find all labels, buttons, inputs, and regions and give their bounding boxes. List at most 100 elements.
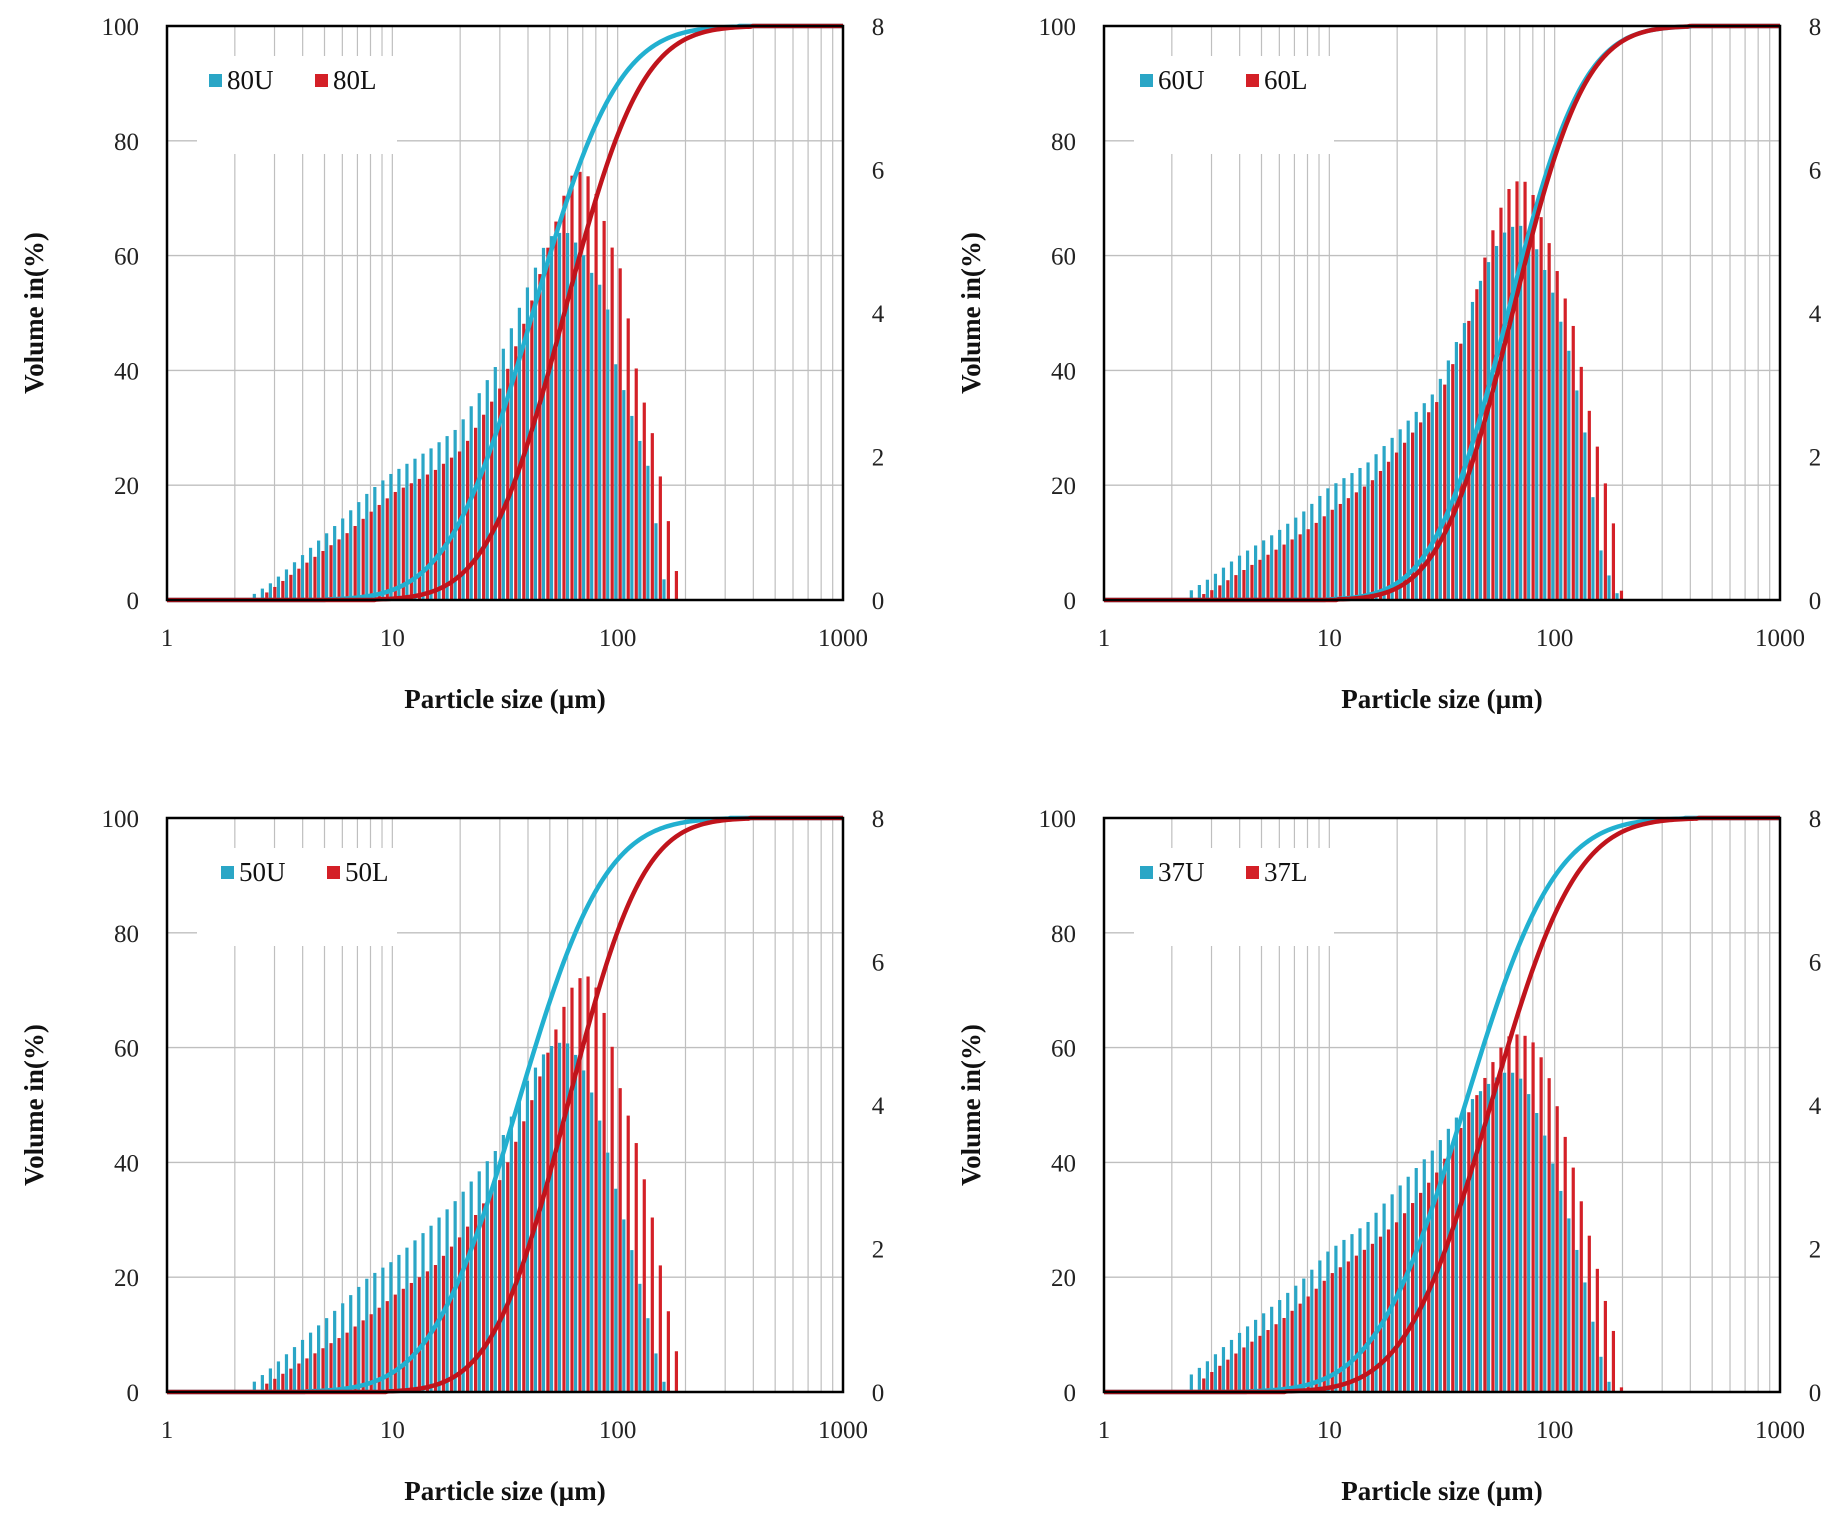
y-right-tick-label: 4	[1809, 301, 1822, 328]
bar-80L	[281, 580, 285, 600]
bar-80U	[606, 309, 610, 600]
bar-50L	[554, 1029, 558, 1392]
bar-60U	[1189, 590, 1193, 600]
bar-60L	[1499, 207, 1503, 601]
x-tick-label: 100	[1536, 1417, 1574, 1444]
bar-60U	[1615, 593, 1619, 600]
bar-50L	[305, 1358, 309, 1392]
bar-80U	[349, 510, 353, 600]
bar-80U	[453, 429, 457, 600]
bar-37U	[1599, 1356, 1603, 1392]
bar-80L	[618, 268, 622, 600]
bar-50L	[626, 1115, 630, 1392]
bar-60L	[1419, 422, 1423, 600]
bar-37U	[1326, 1251, 1330, 1392]
bar-37L	[1571, 1167, 1575, 1392]
bar-80U	[598, 284, 602, 600]
bar-60L	[1459, 343, 1463, 600]
bar-60U	[1543, 270, 1547, 600]
bar-50U	[260, 1375, 264, 1392]
bar-50U	[557, 1042, 562, 1392]
bar-80L	[506, 368, 510, 600]
bar-60L	[1451, 364, 1455, 600]
bar-60U	[1414, 411, 1418, 600]
bar-80L	[409, 483, 413, 600]
bar-37L	[1266, 1330, 1270, 1392]
bar-37L	[1242, 1347, 1246, 1392]
bar-37U	[1422, 1159, 1426, 1392]
bar-80U	[477, 393, 481, 600]
bar-50U	[525, 1080, 530, 1392]
bar-80L	[289, 574, 293, 600]
bar-50L	[265, 1383, 269, 1392]
bar-60L	[1378, 470, 1383, 600]
bar-50L	[674, 1351, 679, 1392]
bar-60L	[1202, 594, 1206, 600]
y-left-tick-label: 80	[114, 129, 139, 156]
bar-60L	[1370, 480, 1375, 600]
bar-50L	[321, 1348, 325, 1392]
bar-37U	[1270, 1306, 1274, 1392]
bar-60L	[1531, 195, 1535, 600]
bar-80L	[530, 300, 534, 600]
bar-37U	[1543, 1135, 1547, 1392]
bar-50L	[385, 1301, 389, 1392]
bar-50L	[562, 1006, 566, 1392]
bar-50U	[373, 1272, 377, 1392]
bar-60U	[1197, 585, 1201, 600]
bar-50U	[365, 1278, 369, 1392]
bar-37L	[1499, 1047, 1503, 1392]
bar-60L	[1523, 181, 1527, 600]
bar-80L	[305, 562, 309, 600]
bar-80L	[297, 568, 301, 600]
y-right-tick-label: 2	[872, 1237, 885, 1264]
bar-60U	[1454, 342, 1458, 600]
bar-37L	[1354, 1255, 1358, 1392]
bar-60L	[1595, 446, 1599, 600]
bar-80L	[642, 402, 646, 600]
x-tick-label: 1	[1098, 1417, 1111, 1444]
bar-50L	[425, 1271, 430, 1392]
bar-50L	[409, 1282, 413, 1392]
bar-60L	[1483, 257, 1487, 600]
y-right-tick-label: 2	[1809, 1237, 1822, 1264]
bar-80L	[666, 521, 670, 600]
bar-50U	[493, 1151, 497, 1392]
bar-80U	[582, 255, 586, 600]
legend-swatch-60L	[1246, 74, 1259, 87]
bar-37U	[1527, 1094, 1531, 1392]
bar-50L	[417, 1277, 421, 1392]
bar-80L	[554, 221, 558, 600]
bar-37L	[1603, 1300, 1607, 1392]
bar-60L	[1346, 498, 1350, 600]
bar-50U	[638, 1283, 642, 1392]
x-tick-label: 1000	[818, 625, 868, 652]
bar-50L	[666, 1311, 670, 1392]
bar-80L	[369, 511, 373, 600]
bar-37U	[1334, 1245, 1338, 1392]
bar-37L	[1218, 1365, 1222, 1392]
bar-37L	[1274, 1324, 1278, 1392]
y-left-tick-label: 80	[1051, 129, 1076, 156]
bar-50U	[549, 1046, 554, 1392]
bar-37U	[1519, 1078, 1523, 1392]
bar-80U	[509, 328, 513, 600]
bar-37L	[1282, 1317, 1286, 1392]
bar-50U	[606, 1152, 610, 1392]
y-left-tick-label: 0	[127, 1380, 140, 1407]
bar-80L	[313, 556, 317, 600]
bar-37U	[1607, 1381, 1611, 1392]
bar-60U	[1342, 478, 1346, 600]
bar-50L	[457, 1237, 462, 1392]
bar-50L	[329, 1343, 333, 1392]
bar-80U	[590, 272, 594, 600]
bar-60U	[1511, 226, 1515, 600]
bar-80L	[498, 388, 502, 600]
bar-50U	[429, 1225, 433, 1392]
bar-80U	[630, 415, 634, 600]
legend-background	[1134, 848, 1334, 946]
y-left-tick-label: 0	[1064, 1380, 1077, 1407]
bar-60U	[1567, 350, 1571, 600]
